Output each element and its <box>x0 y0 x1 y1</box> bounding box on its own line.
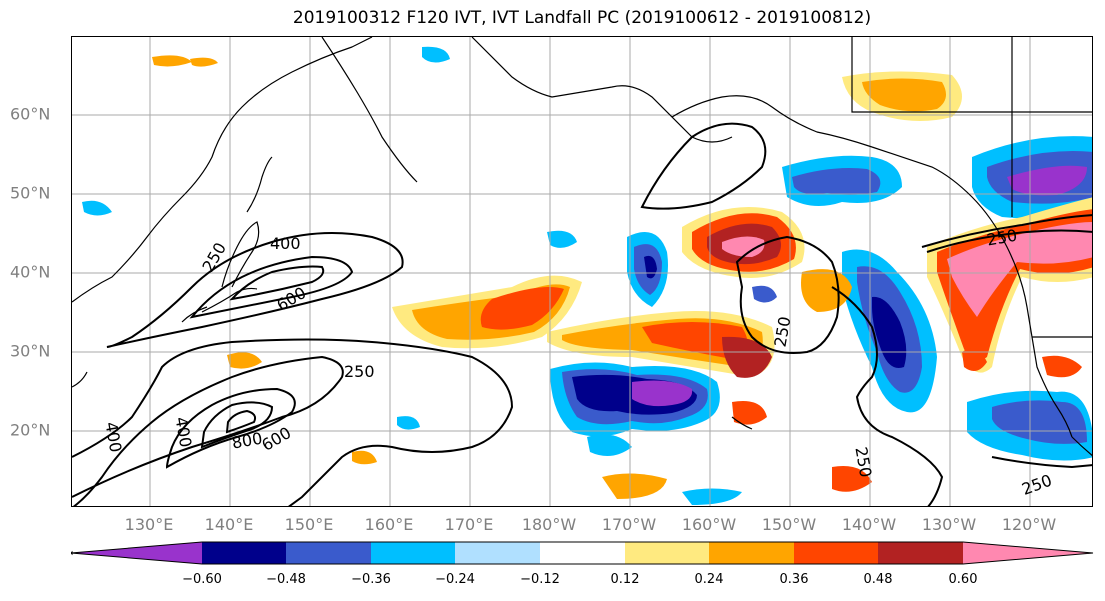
lon-label: 160°W <box>681 515 737 534</box>
lon-label: 140°E <box>204 515 254 534</box>
colorbar-cell <box>625 542 709 564</box>
map-panel: 400 250 600 250 400 400 800 600 250 250 … <box>71 36 1093 507</box>
colorbar-cell <box>709 542 794 564</box>
lon-label: 140°W <box>841 515 897 534</box>
contour-label: 400 <box>101 420 125 453</box>
colorbar-tick: −0.36 <box>351 572 391 587</box>
lat-label: 60°N <box>10 104 51 124</box>
colorbar-cell <box>963 542 1093 564</box>
lon-label: 170°W <box>601 515 657 534</box>
colorbar-tick: 0.24 <box>694 572 724 587</box>
map-title: 2019100312 F120 IVT, IVT Landfall PC (20… <box>292 8 872 28</box>
lon-label: 180°W <box>521 515 577 534</box>
lon-label: 120°W <box>1001 515 1057 534</box>
contour-label: 250 <box>198 239 230 275</box>
lon-label: 130°E <box>124 515 174 534</box>
lat-label: 40°N <box>10 262 51 282</box>
lon-label: 160°E <box>364 515 414 534</box>
contour-label: 400 <box>270 234 301 253</box>
colorbar-tick: −0.48 <box>266 572 306 587</box>
map-plot: 400 250 600 250 400 400 800 600 250 250 … <box>72 37 1092 506</box>
colorbar-tick: 0.60 <box>948 572 978 587</box>
lat-label: 50°N <box>10 183 51 203</box>
colorbar-cell <box>540 542 625 564</box>
colorbar-outline <box>71 541 1094 565</box>
colorbar-cell <box>371 542 455 564</box>
colorbar-tick: −0.24 <box>435 572 475 587</box>
lon-label: 170°E <box>444 515 494 534</box>
ivt-contours <box>72 122 1092 506</box>
colorbar-tick: −0.60 <box>182 572 222 587</box>
contour-label: 250 <box>770 315 794 348</box>
contour-label: 250 <box>344 362 375 381</box>
anomaly-shading <box>82 46 1092 505</box>
colorbar-tick: 0.12 <box>610 572 640 587</box>
colorbar-tick: 0.48 <box>863 572 893 587</box>
colorbar-cell <box>878 542 963 564</box>
colorbar-cell <box>71 542 202 564</box>
colorbar-tick: 0.36 <box>779 572 809 587</box>
colorbar-cell <box>455 542 540 564</box>
coastlines <box>72 37 1092 457</box>
colorbar-cell <box>286 542 371 564</box>
lon-label: 150°E <box>284 515 334 534</box>
colorbar <box>71 541 1094 565</box>
lat-label: 20°N <box>10 420 51 440</box>
contour-label: 400 <box>171 415 195 448</box>
colorbar-tick: −0.12 <box>520 572 560 587</box>
contour-label: 250 <box>1019 471 1054 499</box>
lon-label: 130°W <box>921 515 977 534</box>
colorbar-cell <box>202 542 286 564</box>
lat-label: 30°N <box>10 341 51 361</box>
graticule <box>72 37 1092 506</box>
colorbar-cells <box>71 541 1094 565</box>
lon-label: 150°W <box>761 515 817 534</box>
colorbar-cell <box>794 542 878 564</box>
